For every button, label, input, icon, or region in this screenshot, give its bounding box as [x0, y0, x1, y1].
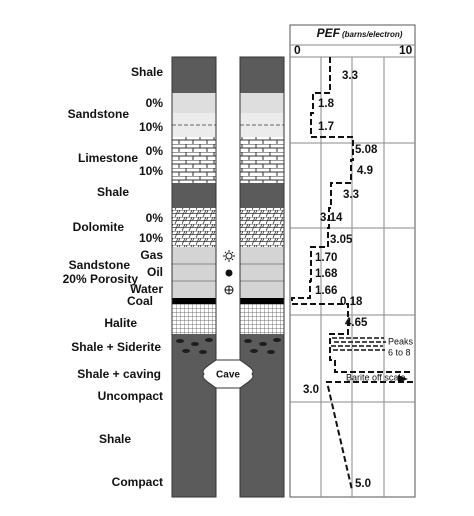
label: Dolomite: [73, 220, 125, 234]
pef-value: 5.0: [355, 478, 371, 490]
pef-value: 3.14: [320, 212, 343, 224]
cave-shape: [202, 359, 254, 389]
track-title: PEF: [317, 26, 341, 40]
label: 0%: [146, 144, 164, 158]
fluid-symbols: [223, 250, 235, 295]
barite-note: Barite off scale: [346, 372, 405, 382]
scale-max: 10: [399, 43, 413, 57]
label: 20% Porosity: [63, 272, 139, 286]
label: 10%: [139, 164, 163, 178]
pef-value: 0.18: [340, 296, 363, 308]
peaks-note: Peaks: [388, 336, 414, 346]
cave-label: Cave: [216, 370, 240, 381]
pef-value: 4.65: [345, 317, 368, 329]
label: 0%: [146, 211, 164, 225]
scale-min: 0: [294, 43, 301, 57]
pef-value: 1.66: [315, 285, 337, 297]
pef-value: 3.3: [343, 189, 359, 201]
siderite-peaks: [331, 337, 386, 351]
barite-arrow: [398, 375, 408, 383]
lithology-labels: Shale Sandstone 0% 10% Limestone 0% 10% …: [63, 65, 164, 489]
label: Sandstone: [69, 258, 131, 272]
right-column: [239, 56, 285, 498]
label: Compact: [112, 475, 163, 489]
label: Halite: [104, 316, 137, 330]
pef-value: 3.0: [303, 384, 319, 396]
label: Shale + Siderite: [71, 340, 161, 354]
pef-value: 4.9: [357, 165, 373, 177]
pef-value: 1.70: [315, 252, 337, 264]
pef-value: 1.68: [315, 268, 338, 280]
peaks-range: 6 to 8: [388, 347, 411, 357]
label: Sandstone: [68, 107, 130, 121]
pef-value: 1.7: [318, 121, 334, 133]
label: Water: [130, 282, 163, 296]
label: Shale + caving: [77, 367, 161, 381]
label: Limestone: [78, 151, 138, 165]
pef-value: 3.3: [342, 70, 358, 82]
label: 0%: [146, 96, 164, 110]
pef-track: PEF (barns/electron) 0 10 3.3 1.8 1.7 5.…: [289, 24, 416, 498]
pef-value: 3.05: [330, 234, 353, 246]
label: Shale: [99, 432, 131, 446]
label: Gas: [140, 248, 163, 262]
label: Oil: [147, 265, 163, 279]
pef-curve: [291, 57, 413, 491]
label: Coal: [127, 294, 153, 308]
pef-value: 1.8: [318, 98, 335, 110]
pef-value: 5.08: [355, 144, 378, 156]
siderite-nodules: [176, 338, 281, 354]
label: Uncompact: [98, 389, 163, 403]
left-column: [171, 56, 217, 498]
track-unit: (barns/electron): [342, 30, 403, 39]
borehole: Cave: [171, 56, 285, 498]
label: Shale: [131, 65, 163, 79]
label: 10%: [139, 120, 163, 134]
label: Shale: [97, 185, 129, 199]
label: 10%: [139, 231, 163, 245]
